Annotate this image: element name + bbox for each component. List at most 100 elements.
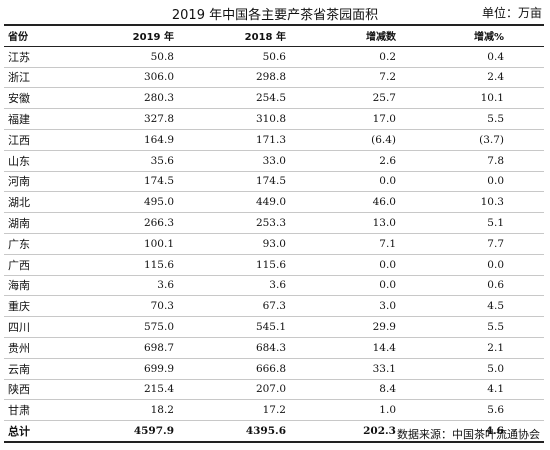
change-cell: 0.0 [324, 275, 436, 297]
province-cell: 江苏 [4, 46, 100, 68]
table-row: 重庆 70.3 67.3 3.0 4.5 [4, 295, 544, 318]
value-2018-cell: 666.8 [214, 358, 324, 380]
change-pct-cell: 0.6 [436, 275, 544, 297]
province-cell: 湖北 [4, 191, 100, 214]
province-cell: 浙江 [4, 67, 100, 89]
value-2018-cell: 684.3 [214, 337, 324, 359]
province-cell: 福建 [4, 108, 100, 130]
table-row: 广西 115.6 115.6 0.0 0.0 [4, 254, 544, 276]
table-row: 山东 35.6 33.0 2.6 7.8 [4, 150, 544, 172]
value-2018-cell: 50.6 [214, 46, 324, 68]
change-pct-cell: 5.5 [436, 108, 544, 130]
unit-label: 单位：万亩 [481, 6, 542, 20]
tea-area-table: 省份 2019 年 2018 年 增减数 增减% 江苏 50.8 50.6 0.2 0.… [4, 23, 544, 443]
value-2018-cell: 449.0 [214, 191, 324, 214]
header-2018: 2018 年 [214, 23, 324, 47]
value-2018-cell: 171.3 [214, 129, 324, 151]
change-cell: 13.0 [324, 212, 436, 234]
value-2019-cell: 699.9 [100, 358, 214, 380]
change-pct-cell: 5.0 [436, 358, 544, 380]
change-pct-cell: 2.1 [436, 337, 544, 359]
change-cell: 14.4 [324, 337, 436, 359]
change-pct-cell: 0.0 [436, 171, 544, 193]
change-cell: 46.0 [324, 191, 436, 214]
province-cell: 湖南 [4, 212, 100, 234]
table-row: 江西 164.9 171.3 (6.4) (3.7) [4, 129, 544, 151]
province-cell: 河南 [4, 171, 100, 193]
value-2019-cell: 50.8 [100, 46, 214, 68]
header-2019: 2019 年 [100, 23, 214, 47]
change-cell: 2.6 [324, 150, 436, 172]
value-2018-cell: 174.5 [214, 171, 324, 193]
table-body: 江苏 50.8 50.6 0.2 0.4 浙江 306.0 298.8 7.2 2.4 安徽 280.… [4, 46, 544, 443]
total-province-cell: 总计 [4, 420, 100, 443]
change-pct-cell: 4.1 [436, 379, 544, 401]
change-pct-cell: (3.7) [436, 129, 544, 151]
total-row: 总计 4597.9 4395.6 202.3 4.6 [4, 420, 544, 443]
province-cell: 山东 [4, 150, 100, 172]
change-cell: (6.4) [324, 129, 436, 151]
table-row: 安徽 280.3 254.5 25.7 10.1 [4, 87, 544, 110]
change-pct-cell: 0.4 [436, 46, 544, 68]
table-row: 甘肃 18.2 17.2 1.0 5.6 [4, 399, 544, 422]
change-cell: 7.2 [324, 67, 436, 89]
province-cell: 重庆 [4, 295, 100, 318]
value-2019-cell: 327.8 [100, 108, 214, 130]
change-pct-cell: 10.1 [436, 87, 544, 110]
change-pct-cell: 7.8 [436, 150, 544, 172]
change-cell: 8.4 [324, 379, 436, 401]
province-cell: 海南 [4, 275, 100, 297]
value-2018-cell: 33.0 [214, 150, 324, 172]
total-value-2018-cell: 4395.6 [214, 420, 324, 443]
table-title: 2019 年中国各主要产茶省茶园面积 [171, 8, 379, 23]
province-cell: 甘肃 [4, 399, 100, 422]
value-2018-cell: 310.8 [214, 108, 324, 130]
value-2019-cell: 266.3 [100, 212, 214, 234]
value-2018-cell: 17.2 [214, 399, 324, 422]
value-2019-cell: 115.6 [100, 254, 214, 276]
change-cell: 7.1 [324, 233, 436, 255]
table-row: 湖北 495.0 449.0 46.0 10.3 [4, 191, 544, 214]
province-cell: 云南 [4, 358, 100, 380]
value-2019-cell: 18.2 [100, 399, 214, 422]
header-province: 省份 [4, 23, 100, 47]
value-2019-cell: 280.3 [100, 87, 214, 110]
province-cell: 安徽 [4, 87, 100, 110]
province-cell: 广东 [4, 233, 100, 255]
change-pct-cell: 2.4 [436, 67, 544, 89]
table-row: 江苏 50.8 50.6 0.2 0.4 [4, 46, 544, 68]
total-value-2019-cell: 4597.9 [100, 420, 214, 443]
change-cell: 25.7 [324, 87, 436, 110]
change-pct-cell: 10.3 [436, 191, 544, 214]
change-pct-cell: 7.7 [436, 233, 544, 255]
table-row: 陕西 215.4 207.0 8.4 4.1 [4, 379, 544, 401]
province-cell: 江西 [4, 129, 100, 151]
change-cell: 17.0 [324, 108, 436, 130]
value-2018-cell: 3.6 [214, 275, 324, 297]
change-cell: 0.2 [324, 46, 436, 68]
change-pct-cell: 5.1 [436, 212, 544, 234]
value-2019-cell: 100.1 [100, 233, 214, 255]
value-2019-cell: 698.7 [100, 337, 214, 359]
change-pct-cell: 5.5 [436, 316, 544, 338]
value-2019-cell: 174.5 [100, 171, 214, 193]
change-cell: 0.0 [324, 254, 436, 276]
table-row: 广东 100.1 93.0 7.1 7.7 [4, 233, 544, 255]
value-2019-cell: 215.4 [100, 379, 214, 401]
value-2018-cell: 253.3 [214, 212, 324, 234]
value-2019-cell: 3.6 [100, 275, 214, 297]
value-2019-cell: 575.0 [100, 316, 214, 338]
change-cell: 1.0 [324, 399, 436, 422]
table-row: 四川 575.0 545.1 29.9 5.5 [4, 316, 544, 338]
change-pct-cell: 5.6 [436, 399, 544, 422]
data-source: 数据来源：中国茶叶流通协会 [397, 428, 540, 441]
value-2018-cell: 545.1 [214, 316, 324, 338]
total-change-cell: 202.3 [324, 420, 436, 443]
total-change-pct-cell: 4.6 [436, 420, 544, 443]
change-cell: 33.1 [324, 358, 436, 380]
table-row: 福建 327.8 310.8 17.0 5.5 [4, 108, 544, 130]
header-row: 省份 2019 年 2018 年 增减数 增减% [4, 23, 544, 47]
table-row: 河南 174.5 174.5 0.0 0.0 [4, 171, 544, 193]
value-2018-cell: 254.5 [214, 87, 324, 110]
value-2018-cell: 298.8 [214, 67, 324, 89]
